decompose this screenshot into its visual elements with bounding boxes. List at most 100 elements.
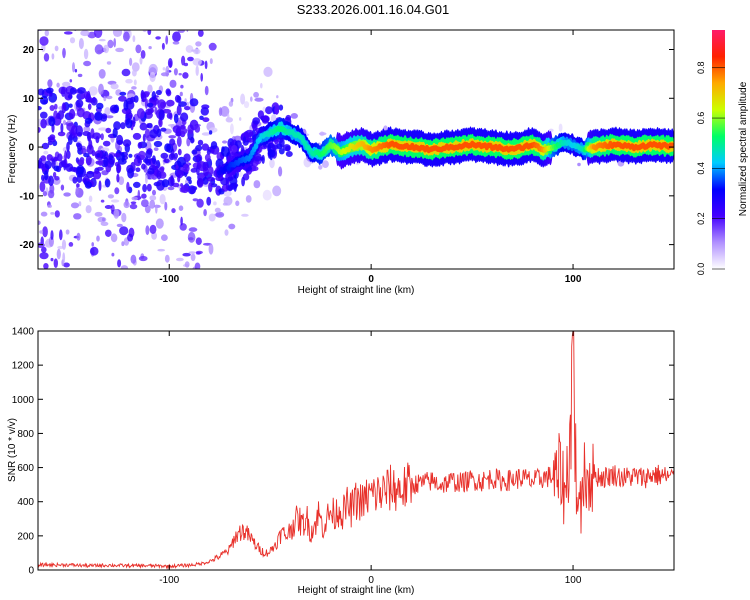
spectrogram-noise-cell (43, 263, 49, 269)
spectrogram-cluster-cell (197, 178, 203, 187)
spectrogram-noise-cell (208, 42, 217, 51)
spectrogram-cluster-cell (46, 154, 53, 161)
spectrogram-noise-cell (47, 79, 53, 88)
spectrogram-noise-cell (115, 47, 124, 53)
spectrogram-noise-cell (222, 190, 232, 197)
spectrogram-noise-cell (152, 21, 160, 29)
spectrogram-noise-cell (39, 252, 49, 260)
spectrogram-noise-cell (88, 86, 98, 96)
spectrogram-noise-cell (44, 30, 49, 37)
spectrogram-cluster-cell (261, 154, 265, 164)
spectrogram-noise-cell (49, 184, 55, 194)
spectrogram-noise-cell (167, 186, 175, 191)
spectrogram-cluster-cell (53, 165, 60, 172)
spectrogram-noise-cell (190, 253, 196, 262)
spectrogram-noise-cell (548, 128, 554, 132)
spectrogram-cluster-cell (151, 155, 156, 165)
spectrogram-noise-cell (178, 73, 182, 76)
spectrogram-noise-cell (94, 44, 104, 55)
spectrogram-cluster-cell (66, 150, 71, 160)
spectrogram-noise-cell (70, 202, 80, 209)
spectrogram-noise-cell (98, 83, 104, 95)
spectrogram-cluster-cell (285, 145, 291, 152)
spectrogram-noise-cell (209, 58, 213, 65)
spectrogram-noise-cell (50, 257, 54, 262)
spectrogram-noise-cell (262, 106, 267, 113)
spectrogram-cluster-cell (67, 94, 73, 99)
spectrogram-noise-cell (137, 189, 141, 201)
spectrogram-noise-cell (121, 241, 125, 247)
spectrogram-cluster-cell (122, 139, 132, 147)
snr-y-tick-label: 1000 (12, 395, 35, 406)
spectrogram-noise-cell (149, 71, 156, 83)
spectrogram-noise-cell (129, 57, 133, 66)
spectrogram-noise-cell (145, 225, 150, 236)
spectrogram-cluster-cell (278, 148, 285, 155)
spectrogram-cluster-cell (201, 143, 210, 151)
spectrogram-noise-cell (253, 91, 259, 98)
spectrogram-cluster-cell (123, 100, 129, 111)
spectrogram-noise-cell (133, 79, 137, 86)
spectrogram-noise-cell (176, 257, 184, 262)
spectrogram-cluster-cell (231, 145, 238, 153)
spectrogram-noise-cell (109, 15, 118, 21)
spectrogram-noise-cell (128, 20, 133, 23)
colorbar-tick-label: 0.6 (696, 112, 706, 125)
spectrogram-cluster-cell (40, 95, 49, 105)
spectrogram-cluster-cell (285, 151, 293, 157)
spectrogram-cluster-cell (153, 140, 163, 148)
spectrogram-noise-cell (182, 252, 191, 257)
spectrogram-noise-cell (98, 69, 106, 79)
spectrogram-noise-cell (103, 96, 107, 102)
spectrogram-noise-cell (170, 30, 173, 31)
spectrogram-cluster-cell (40, 118, 47, 129)
spectrogram-noise-cell (215, 211, 225, 218)
spectrogram-cluster-cell (38, 106, 42, 111)
spectrogram-cluster-cell (88, 97, 94, 103)
spectrogram-noise-cell (149, 195, 157, 201)
spectrogram-noise-cell (558, 123, 563, 132)
spectrogram-cluster-cell (141, 163, 146, 170)
spectrogram-cluster-cell (243, 136, 246, 144)
spectrogram-noise-cell (85, 205, 92, 214)
spectrogram-cluster-cell (60, 123, 64, 133)
spectrogram-noise-cell (100, 221, 109, 226)
spectrogram-noise-cell (214, 207, 221, 213)
spectrogram-cluster-cell (76, 183, 80, 188)
spectrogram-cluster-cell (66, 141, 70, 152)
spectrogram-cluster-cell (48, 175, 54, 187)
spectrogram-cluster-cell (128, 153, 133, 158)
spectrogram-noise-cell (74, 68, 78, 73)
spectrogram-cluster-cell (61, 102, 67, 114)
spectrogram-cluster-cell (169, 138, 176, 146)
spectrogram-cluster-cell (201, 104, 210, 109)
spectrogram-cluster-cell (139, 122, 148, 131)
spectrogram-y-tick-label: 10 (23, 94, 35, 105)
spectrogram-cluster-cell (151, 91, 156, 101)
spectrogram-noise-cell (197, 30, 204, 37)
spectrogram-noise-cell (321, 160, 329, 169)
spectrogram-noise-cell (195, 41, 202, 47)
spectrogram-cluster-cell (82, 131, 91, 137)
spectrogram-noise-cell (107, 194, 114, 199)
spectrogram-cluster-cell (75, 157, 79, 163)
spectrogram-noise-cell (54, 45, 59, 52)
spectrogram-cluster-cell (176, 95, 182, 103)
spectrogram-noise-cell (182, 72, 189, 79)
spectrogram-noise-cell (80, 30, 90, 37)
spectrogram-noise-cell (57, 17, 65, 28)
spectrogram-cluster-cell (96, 166, 104, 171)
spectrogram-noise-cell (155, 204, 158, 214)
spectrogram-noise-cell (56, 82, 60, 88)
spectrogram-cluster-cell (180, 112, 189, 122)
spectrogram-cluster-cell (77, 87, 86, 94)
spectrogram-noise-cell (68, 242, 74, 247)
spectrogram-cluster-cell (141, 92, 147, 103)
spectrogram-cluster-cell (189, 98, 199, 107)
spectrogram-cluster-cell (103, 156, 109, 167)
spectrogram-noise-cell (241, 213, 249, 217)
spectrogram-noise-cell (220, 106, 230, 117)
snr-y-tick-label: 600 (17, 463, 34, 474)
